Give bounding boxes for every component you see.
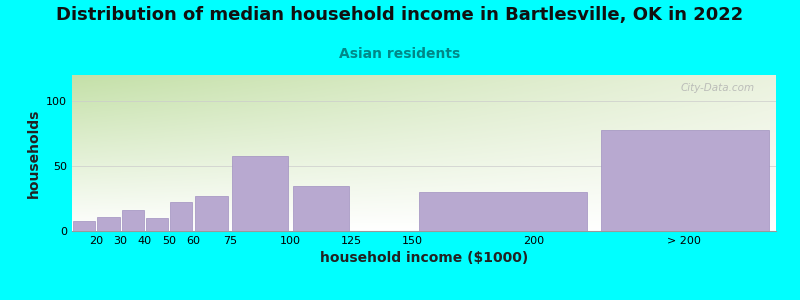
Text: City-Data.com: City-Data.com <box>681 83 755 93</box>
Y-axis label: households: households <box>26 108 41 198</box>
Bar <box>232 156 288 231</box>
Bar <box>195 196 228 231</box>
Bar <box>602 130 769 231</box>
Bar <box>170 202 193 231</box>
Bar <box>122 210 144 231</box>
Bar <box>293 185 349 231</box>
X-axis label: household income ($1000): household income ($1000) <box>320 251 528 266</box>
Bar <box>146 218 168 231</box>
Bar <box>73 220 95 231</box>
Bar <box>98 217 119 231</box>
Text: Asian residents: Asian residents <box>339 46 461 61</box>
Bar <box>419 192 586 231</box>
Text: Distribution of median household income in Bartlesville, OK in 2022: Distribution of median household income … <box>56 6 744 24</box>
